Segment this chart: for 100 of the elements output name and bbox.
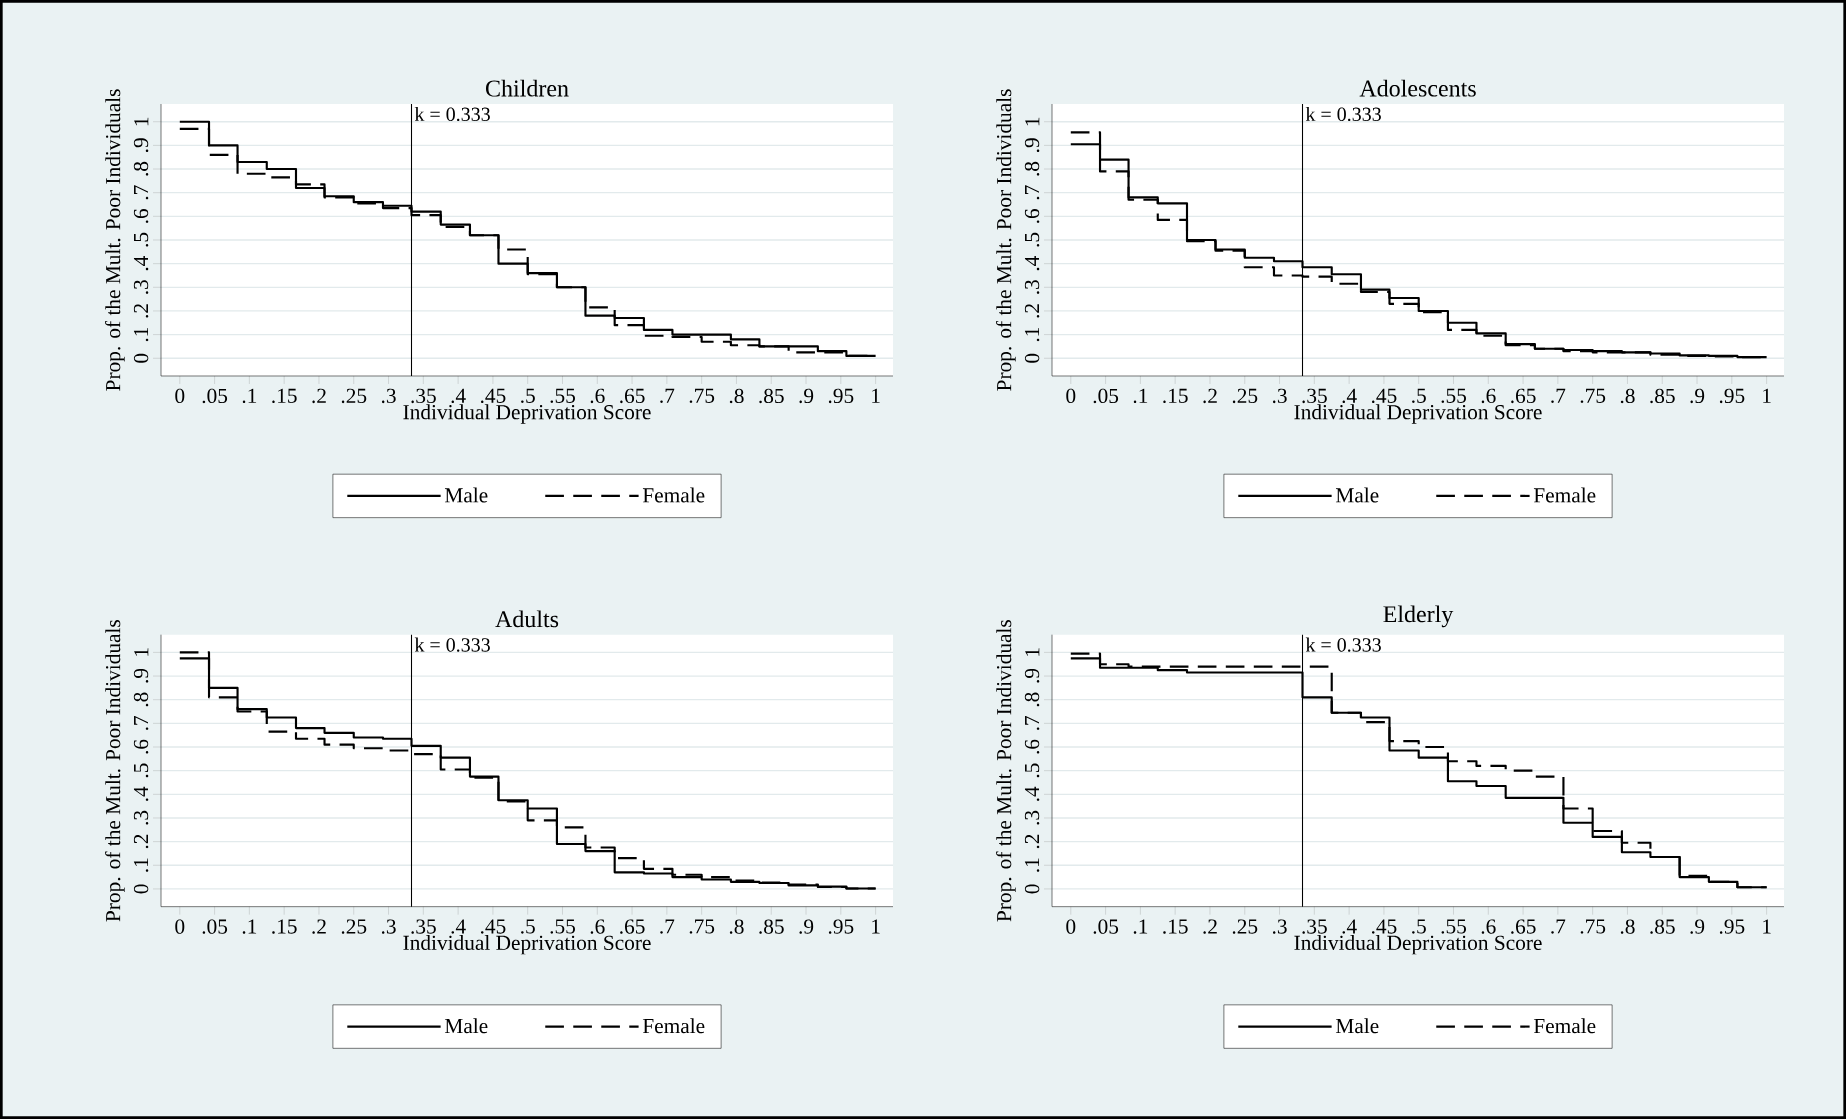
x-axis-title: Individual Deprivation Score bbox=[403, 935, 651, 955]
x-tick-label: 0 bbox=[1066, 388, 1076, 404]
y-tick-label: .6 bbox=[1024, 208, 1040, 223]
x-tick-label: .25 bbox=[341, 919, 367, 934]
x-tick-label: .75 bbox=[1580, 919, 1606, 934]
x-tick-label: .4 bbox=[1342, 919, 1357, 934]
x-tick-label: .8 bbox=[1620, 919, 1635, 934]
legend-label: Female bbox=[1533, 1018, 1596, 1034]
x-tick-label: .1 bbox=[1133, 388, 1148, 404]
x-tick-label: .9 bbox=[799, 388, 814, 404]
ref-line-label: k = 0.333 bbox=[1305, 106, 1381, 122]
x-tick-label: .4 bbox=[451, 919, 466, 934]
x-tick-label: .6 bbox=[1481, 388, 1496, 404]
y-tick-label: 1 bbox=[1025, 648, 1040, 656]
x-tick-label: .75 bbox=[689, 388, 715, 403]
x-tick-label: .6 bbox=[590, 388, 605, 404]
x-tick-label: .2 bbox=[1203, 919, 1217, 934]
x-tick-label: 1 bbox=[872, 919, 880, 934]
legend-label: Female bbox=[642, 487, 705, 503]
y-tick-label: .4 bbox=[133, 786, 149, 801]
y-tick-label: .3 bbox=[1024, 280, 1040, 294]
y-tick-label: .5 bbox=[1025, 232, 1040, 247]
x-tick-label: .25 bbox=[1232, 388, 1258, 404]
x-axis-title: Individual Deprivation Score bbox=[1294, 935, 1542, 955]
y-tick-label: .6 bbox=[133, 739, 149, 754]
y-tick-label: .3 bbox=[133, 280, 149, 294]
x-tick-label: .35 bbox=[411, 388, 436, 404]
x-tick-label: .55 bbox=[1441, 919, 1466, 934]
x-tick-label: .15 bbox=[1163, 388, 1188, 404]
y-tick-label: .3 bbox=[133, 810, 149, 825]
legend-label: Female bbox=[1533, 487, 1596, 503]
x-tick-label: .25 bbox=[1232, 919, 1258, 934]
x-tick-label: .5 bbox=[1412, 919, 1426, 934]
ref-line-label: k = 0.333 bbox=[1305, 637, 1381, 652]
x-tick-label: .45 bbox=[480, 919, 506, 934]
x-tick-label: .05 bbox=[202, 919, 228, 934]
legend-label: Male bbox=[444, 487, 488, 503]
y-tick-label: 0 bbox=[1024, 353, 1040, 363]
y-tick-label: 0 bbox=[1024, 884, 1040, 894]
y-axis-title: Prop. of the Mult. Poor Individuals bbox=[996, 89, 1016, 391]
x-tick-label: .4 bbox=[1342, 388, 1357, 404]
y-tick-label: .4 bbox=[1024, 255, 1040, 271]
x-tick-label: .1 bbox=[1133, 919, 1148, 934]
x-tick-label: 0 bbox=[1066, 919, 1076, 934]
y-tick-label: .3 bbox=[1024, 810, 1040, 825]
x-tick-label: .55 bbox=[550, 388, 575, 403]
x-tick-label: .8 bbox=[729, 919, 744, 934]
y-tick-label: 1 bbox=[134, 648, 149, 656]
x-tick-label: .65 bbox=[1511, 388, 1536, 404]
x-tick-label: .7 bbox=[1551, 388, 1566, 403]
x-tick-label: .85 bbox=[1650, 919, 1675, 934]
chart-title: Adolescents bbox=[1359, 79, 1476, 97]
x-tick-label: .65 bbox=[620, 919, 645, 934]
x-tick-label: .5 bbox=[521, 919, 535, 934]
x-tick-label: .35 bbox=[411, 919, 436, 934]
y-tick-label: .2 bbox=[133, 834, 149, 849]
x-tick-label: .75 bbox=[1580, 388, 1606, 403]
chart-title: Children bbox=[486, 79, 569, 97]
x-tick-label: .5 bbox=[521, 388, 535, 403]
x-tick-label: .95 bbox=[828, 919, 854, 934]
y-tick-label: 0 bbox=[133, 884, 149, 894]
x-tick-label: .95 bbox=[1719, 919, 1745, 934]
x-tick-label: .75 bbox=[689, 919, 715, 934]
y-tick-label: .9 bbox=[1024, 138, 1040, 152]
x-tick-label: .95 bbox=[828, 388, 854, 404]
x-tick-label: .05 bbox=[202, 388, 228, 404]
y-axis-title: Prop. of the Mult. Poor Individuals bbox=[105, 89, 125, 391]
y-tick-label: 1 bbox=[1025, 117, 1040, 126]
y-tick-label: .2 bbox=[1024, 304, 1040, 318]
x-tick-label: .85 bbox=[759, 388, 784, 404]
y-tick-label: .7 bbox=[1025, 185, 1040, 200]
legend-label: Male bbox=[1335, 1018, 1379, 1034]
y-tick-label: .9 bbox=[133, 138, 149, 152]
x-tick-label: .65 bbox=[1511, 919, 1536, 934]
x-tick-label: .85 bbox=[759, 919, 784, 934]
legend-label: Female bbox=[642, 1018, 705, 1034]
x-tick-label: .65 bbox=[620, 388, 645, 404]
x-tick-label: .2 bbox=[312, 919, 326, 934]
y-axis-title: Prop. of the Mult. Poor Individuals bbox=[996, 620, 1016, 922]
x-tick-label: .95 bbox=[1719, 388, 1745, 404]
x-tick-label: .5 bbox=[1412, 388, 1426, 403]
x-tick-label: .25 bbox=[341, 388, 367, 404]
chart-title: Adults bbox=[495, 610, 559, 628]
x-tick-label: .35 bbox=[1302, 919, 1327, 934]
x-tick-label: 1 bbox=[1763, 919, 1771, 934]
y-tick-label: .7 bbox=[1025, 715, 1040, 730]
y-tick-label: .7 bbox=[134, 715, 149, 730]
y-tick-label: 0 bbox=[133, 353, 149, 363]
y-tick-label: .2 bbox=[1024, 834, 1040, 849]
x-tick-label: .3 bbox=[381, 919, 396, 934]
x-tick-label: .2 bbox=[1203, 388, 1217, 404]
x-tick-label: .55 bbox=[1441, 388, 1466, 403]
y-tick-label: .5 bbox=[134, 232, 149, 247]
x-tick-label: .05 bbox=[1093, 919, 1119, 934]
y-tick-label: .5 bbox=[1025, 763, 1040, 778]
x-tick-label: .9 bbox=[799, 919, 814, 934]
x-tick-label: .9 bbox=[1690, 919, 1705, 934]
x-tick-label: 0 bbox=[175, 388, 185, 404]
x-tick-label: .2 bbox=[312, 388, 326, 404]
y-tick-label: .1 bbox=[1024, 327, 1040, 342]
